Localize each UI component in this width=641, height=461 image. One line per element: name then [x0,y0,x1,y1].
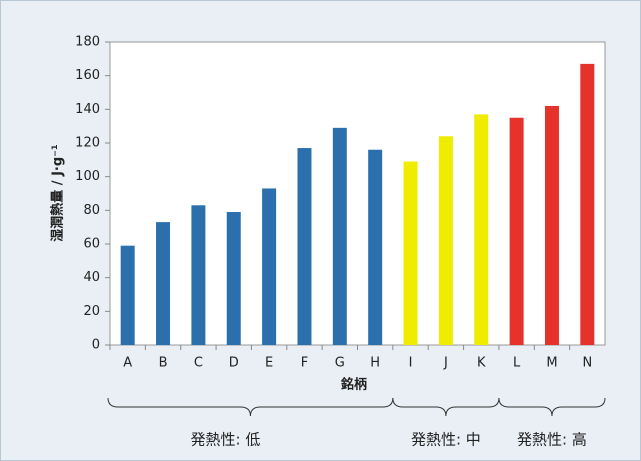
x-tick-label: B [159,356,168,371]
bar [156,222,171,345]
y-tick-label: 0 [92,338,100,353]
group-brace [498,397,606,417]
y-tick-label: 160 [75,68,100,83]
y-tick-label: 80 [83,203,100,218]
x-tick-label: G [335,356,345,371]
y-tick-label: 120 [75,136,100,151]
bar [262,188,277,345]
y-tick-label: 180 [75,35,100,50]
x-tick-label: D [229,356,239,371]
x-tick-label: L [513,356,521,371]
bar [474,114,489,345]
bar [332,127,347,345]
bar [191,205,206,345]
x-tick-label: C [194,356,203,371]
group-label: 発熱性: 高 [517,431,587,449]
y-tick-label: 60 [83,237,100,252]
x-tick-label: N [582,356,592,371]
x-tick-label: M [546,356,557,371]
bar [120,245,135,345]
y-tick-label: 100 [75,169,100,184]
bar [368,149,383,345]
plot-area [109,41,606,346]
bar [226,212,241,345]
bar [297,148,312,345]
x-tick-label: H [370,356,380,371]
x-axis-label: 銘柄 [341,377,367,393]
bar [403,161,418,345]
y-tick-label: 40 [83,270,100,285]
bar [509,117,524,345]
bar [544,105,559,345]
x-tick-label: F [301,356,308,371]
group-label: 発熱性: 中 [411,431,481,449]
y-axis-label: 湿潤熱量 / J·g⁻¹ [50,144,66,241]
x-tick-label: J [443,356,448,371]
x-tick-label: E [265,356,273,371]
group-label: 発熱性: 低 [191,431,261,449]
x-tick-label: A [123,356,132,371]
x-tick-label: I [409,356,413,371]
bar [438,136,453,345]
group-brace [107,397,394,417]
y-tick-label: 20 [83,304,100,319]
x-tick-label: K [477,356,486,371]
group-brace [392,397,500,417]
bar [580,63,595,346]
y-tick-label: 140 [75,102,100,117]
